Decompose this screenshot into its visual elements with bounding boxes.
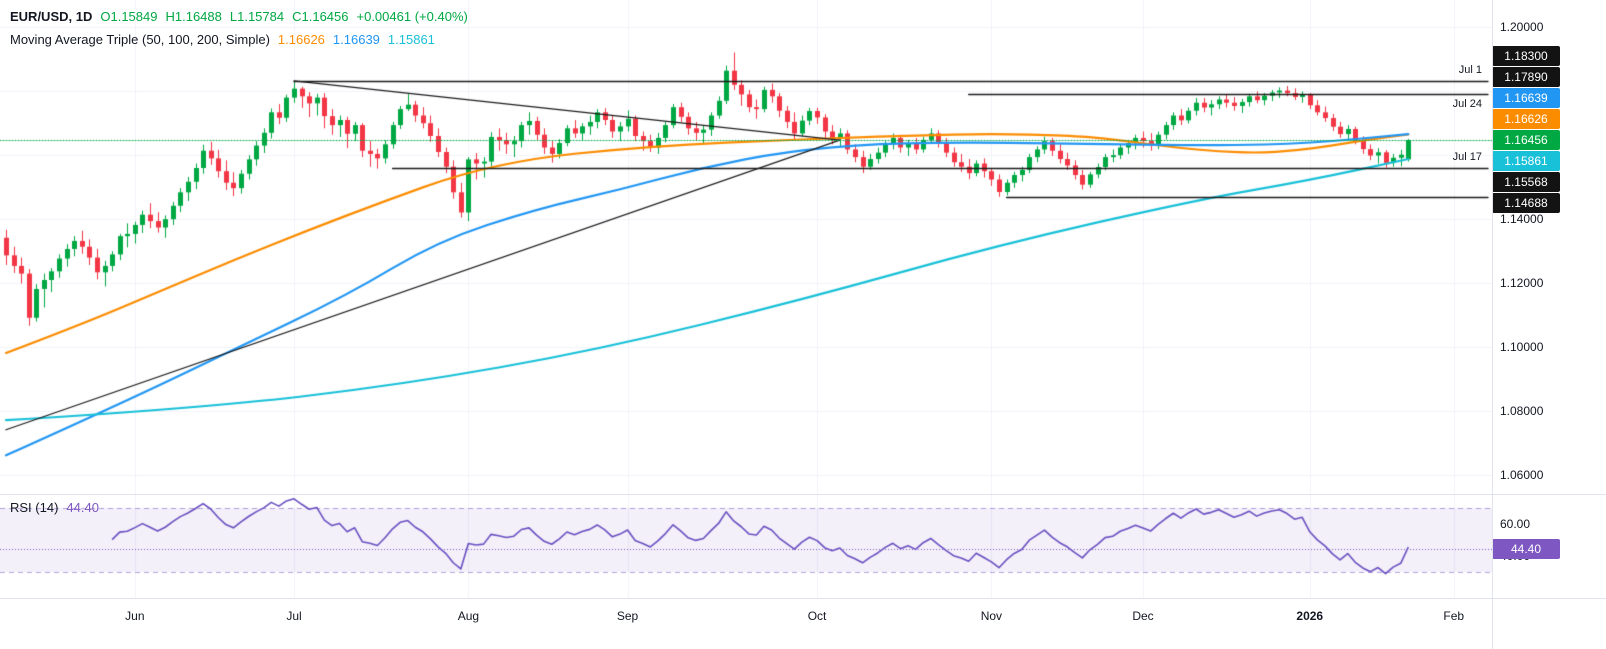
time-tick-nov: Nov <box>980 609 1003 623</box>
pane-separator[interactable] <box>0 494 1606 495</box>
legend: EUR/USD, 1D O1.15849 H1.16488 L1.15784 C… <box>10 5 468 51</box>
ma100-value: 1.16639 <box>332 32 380 47</box>
time-axis-border <box>0 598 1606 599</box>
price-axis-border <box>1492 0 1493 649</box>
price-badge-1.16456: 1.16456 <box>1492 129 1560 150</box>
time-tick-aug: Aug <box>457 609 480 623</box>
indicator-legend-row: Moving Average Triple (50, 100, 200, Sim… <box>10 28 468 51</box>
time-tick-oct: Oct <box>807 609 827 623</box>
rsi-value: 44.40 <box>66 500 99 515</box>
price-axis-label: 1.14000 <box>1500 211 1544 226</box>
price-badge-1.17890: 1.17890 <box>1492 66 1560 87</box>
price-badge-1.15568: 1.15568 <box>1492 171 1560 192</box>
time-tick-dec: Dec <box>1132 609 1154 623</box>
price-axis-label: 1.06000 <box>1500 467 1544 482</box>
chart-canvas[interactable] <box>0 0 1492 598</box>
price-badge-1.16639: 1.16639 <box>1492 87 1560 108</box>
price-axis-label: 1.08000 <box>1500 403 1544 418</box>
ohlc-low: L1.15784 <box>229 9 285 24</box>
symbol-legend-row: EUR/USD, 1D O1.15849 H1.16488 L1.15784 C… <box>10 5 468 28</box>
level-label-jul-24: Jul 24 <box>1452 98 1482 111</box>
ohlc-open: O1.15849 <box>100 9 158 24</box>
ohlc-close: C1.16456 <box>292 9 349 24</box>
rsi-badge: 44.40 <box>1492 538 1560 559</box>
price-axis-label: 1.20000 <box>1500 19 1544 34</box>
time-tick-sep: Sep <box>616 609 639 623</box>
level-label-jul-1: Jul 1 <box>1458 63 1482 76</box>
price-axis[interactable]: 1.20000 1.14000 1.12000 1.10000 1.08000 1.060… <box>1492 0 1606 598</box>
ma50-value: 1.16626 <box>277 32 325 47</box>
rsi-legend: RSI (14) 44.40 <box>10 500 99 515</box>
price-change: +0.00461 (+0.40%) <box>356 9 468 24</box>
symbol-title[interactable]: EUR/USD, 1D <box>10 9 93 24</box>
time-tick-feb: Feb <box>1443 609 1465 623</box>
time-tick-jun: Jun <box>125 609 145 623</box>
time-tick-2026: 2026 <box>1296 609 1324 623</box>
indicator-title[interactable]: Moving Average Triple (50, 100, 200, Sim… <box>10 32 270 47</box>
price-badge-1.14688: 1.14688 <box>1492 192 1560 213</box>
time-tick-jul: Jul <box>286 609 302 623</box>
price-badge-1.16626: 1.16626 <box>1492 108 1560 129</box>
rsi-axis-label: 60.00 <box>1500 517 1531 531</box>
price-axis-label: 1.10000 <box>1500 339 1544 354</box>
level-label-jul-17: Jul 17 <box>1452 151 1482 164</box>
price-badge-1.18300: 1.18300 <box>1492 45 1560 66</box>
price-badge-1.15861: 1.15861 <box>1492 150 1560 171</box>
time-axis[interactable]: Jun Jul Aug Sep Oct Nov Dec 2026 Feb <box>0 599 1606 649</box>
price-axis-label: 1.12000 <box>1500 275 1544 290</box>
rsi-title[interactable]: RSI (14) <box>10 500 59 515</box>
ma200-value: 1.15861 <box>387 32 435 47</box>
ohlc-high: H1.16488 <box>165 9 222 24</box>
